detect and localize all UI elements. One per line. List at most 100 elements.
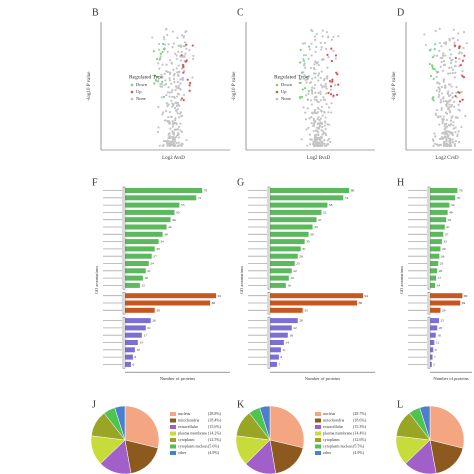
point [447, 90, 450, 93]
value-label: 88 [359, 301, 363, 305]
point [319, 117, 323, 120]
value-label: 33 [443, 240, 447, 244]
point [438, 41, 441, 45]
point [179, 99, 182, 102]
point [312, 119, 316, 122]
point [443, 41, 446, 45]
legend-label: mitochondria [178, 417, 200, 422]
point [178, 116, 181, 119]
point [337, 35, 340, 38]
x-axis-label: Log2 AvsD [162, 156, 185, 161]
point [438, 49, 441, 52]
point [153, 74, 156, 77]
value-label: 12 [436, 341, 440, 345]
point [332, 94, 335, 97]
point [177, 64, 180, 67]
legend-label: None [136, 96, 146, 101]
point [182, 45, 185, 48]
point [304, 78, 307, 82]
point [331, 80, 334, 83]
value-label: 90 [464, 294, 468, 298]
point [168, 95, 171, 98]
point [158, 67, 161, 70]
point [170, 82, 173, 85]
point [162, 95, 166, 99]
point [449, 56, 452, 60]
point [302, 57, 305, 61]
point [175, 67, 178, 70]
point [451, 141, 454, 144]
value-label: 26 [152, 319, 156, 323]
point [314, 38, 317, 41]
point [449, 142, 452, 145]
point [163, 72, 166, 75]
point [449, 53, 453, 56]
bar [125, 325, 146, 331]
point [442, 60, 446, 63]
group-bracket [122, 291, 126, 315]
point [310, 103, 313, 106]
point [316, 122, 319, 125]
point [185, 139, 188, 142]
bar [270, 307, 303, 313]
point [458, 45, 461, 48]
panel-letter: K [237, 399, 245, 410]
point [168, 91, 171, 94]
value-label: 27 [153, 254, 157, 258]
point [449, 105, 453, 108]
point [165, 82, 168, 86]
point [167, 142, 170, 146]
value-label: 11 [282, 348, 286, 352]
value-label: 49 [449, 210, 453, 214]
point [314, 129, 318, 132]
legend-swatch [315, 438, 321, 442]
point [453, 76, 456, 79]
point [182, 93, 186, 97]
point [177, 71, 180, 74]
point [461, 75, 464, 78]
point [327, 91, 330, 94]
legend-swatch [275, 83, 279, 87]
point [171, 132, 174, 135]
value-label: 21 [147, 326, 151, 330]
point [171, 139, 175, 142]
point [166, 33, 169, 36]
point [465, 41, 468, 45]
point [172, 144, 175, 147]
bar [430, 231, 444, 237]
bar [125, 188, 203, 193]
point [329, 88, 332, 91]
point [307, 90, 310, 93]
point [451, 68, 455, 71]
point [299, 61, 302, 64]
bar [430, 361, 432, 367]
point [173, 72, 176, 76]
bar [430, 307, 441, 313]
bar [270, 195, 344, 201]
group-bracket [427, 186, 431, 290]
point [442, 96, 445, 99]
point [431, 138, 435, 141]
value-label: 78 [204, 189, 208, 193]
point [457, 130, 460, 133]
point [303, 74, 306, 77]
point [179, 55, 182, 58]
value-label: 22 [293, 269, 297, 273]
point [316, 106, 319, 109]
point [454, 56, 457, 60]
point [309, 66, 312, 70]
panel-letter: H [397, 177, 404, 188]
bar [125, 268, 146, 274]
legend-label: Up [281, 89, 287, 94]
point [185, 47, 188, 50]
point [315, 137, 318, 140]
point [172, 78, 176, 81]
point [176, 133, 180, 136]
value-label: 76 [459, 189, 463, 193]
legend-swatch [130, 90, 134, 94]
point [168, 72, 172, 76]
bar [125, 318, 151, 324]
point [319, 83, 323, 87]
point [161, 63, 164, 66]
